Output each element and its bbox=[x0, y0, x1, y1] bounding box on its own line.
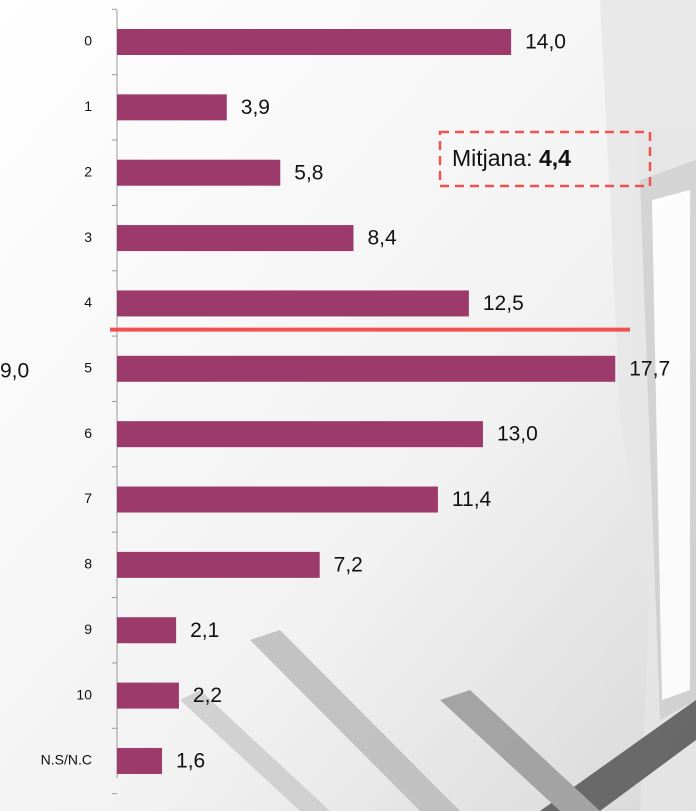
bar bbox=[117, 487, 438, 513]
value-label: 17,7 bbox=[629, 357, 670, 380]
y-tick-label: 8 bbox=[84, 556, 92, 572]
value-label: 1,6 bbox=[176, 750, 205, 773]
y-tick-label: 1 bbox=[84, 98, 92, 114]
mean-value: 4,4 bbox=[539, 145, 571, 171]
bar bbox=[117, 617, 176, 643]
bar bbox=[117, 421, 483, 447]
y-tick-label: 7 bbox=[84, 490, 92, 506]
chart: 0 14,0 1 3,9 2 5,8 3 8,4 4 12,5 5 17,7 6 13,0 7 11,4 8 7,… bbox=[0, 0, 696, 811]
y-tick-label: 0 bbox=[84, 33, 92, 49]
y-tick-label: 4 bbox=[84, 294, 92, 310]
value-label: 11,4 bbox=[452, 488, 492, 511]
y-tick-label: 5 bbox=[84, 360, 92, 376]
bar bbox=[117, 94, 227, 120]
y-tick-label: N.S/N.C bbox=[41, 752, 92, 768]
bar bbox=[117, 29, 511, 55]
value-label: 5,8 bbox=[294, 161, 323, 184]
y-tick-label: 2 bbox=[84, 163, 92, 179]
value-label: 2,1 bbox=[190, 619, 219, 642]
bar bbox=[117, 552, 320, 578]
y-tick-label: 6 bbox=[84, 425, 92, 441]
y-tick-label: 10 bbox=[76, 686, 92, 702]
bar bbox=[117, 160, 280, 186]
bar bbox=[117, 683, 179, 709]
side-text: 9,0 bbox=[0, 360, 29, 383]
mean-annotation: Mitjana: 4,4 bbox=[452, 145, 571, 171]
value-label: 12,5 bbox=[483, 292, 524, 315]
value-label: 7,2 bbox=[334, 553, 363, 576]
y-tick-label: 3 bbox=[84, 229, 92, 245]
y-tick-label: 9 bbox=[84, 621, 92, 637]
value-label: 8,4 bbox=[367, 227, 397, 250]
bar bbox=[117, 225, 353, 251]
bar bbox=[117, 748, 162, 774]
value-label: 14,0 bbox=[525, 31, 566, 54]
mean-label: Mitjana: bbox=[452, 145, 533, 171]
background bbox=[0, 0, 696, 811]
bar bbox=[117, 356, 615, 382]
value-label: 13,0 bbox=[497, 423, 538, 446]
value-label: 2,2 bbox=[193, 684, 222, 707]
value-label: 3,9 bbox=[241, 96, 270, 119]
bar bbox=[117, 290, 469, 316]
